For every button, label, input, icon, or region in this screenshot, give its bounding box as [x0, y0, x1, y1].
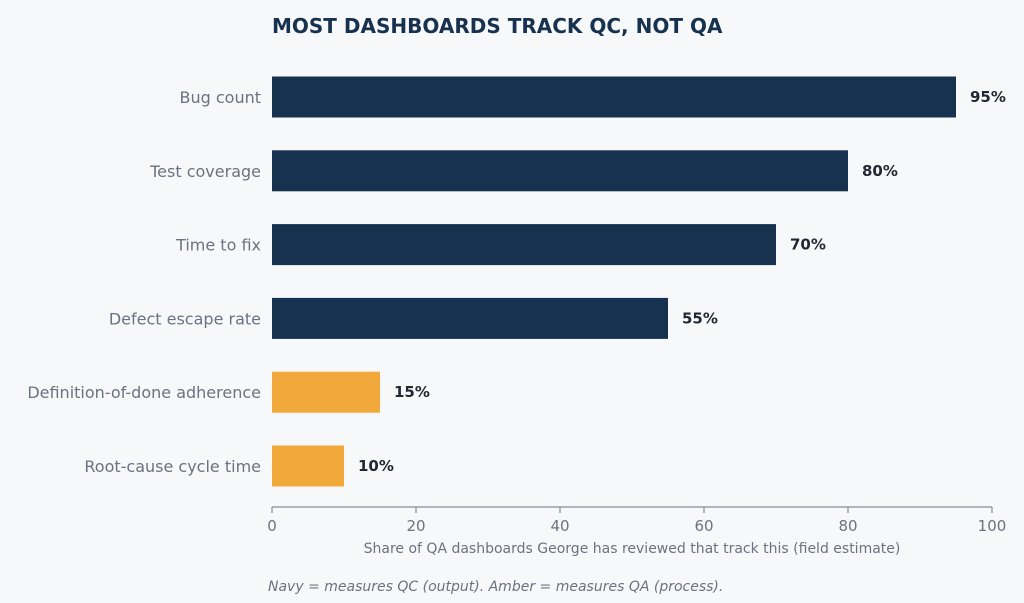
x-tick-label-80: 80: [838, 517, 857, 535]
data-labels: 95% 80% 70% 55% 15% 10%: [358, 88, 1006, 475]
category-label-2: Test coverage: [149, 162, 261, 181]
category-label-4: Defect escape rate: [109, 309, 261, 328]
x-tick-label-40: 40: [550, 517, 569, 535]
x-tick-label-0: 0: [267, 517, 277, 535]
x-axis-label: Share of QA dashboards George has review…: [364, 541, 901, 557]
bar-6: [272, 445, 344, 487]
category-labels: Bug count Test coverage Time to fix Defect …: [27, 88, 261, 476]
category-label-1: Bug count: [180, 88, 262, 107]
bar-3: [272, 224, 776, 266]
x-tick-label-100: 100: [978, 517, 1007, 535]
category-label-6: Root-cause cycle time: [84, 457, 261, 476]
data-label-3: 70%: [790, 236, 826, 254]
data-label-5: 15%: [394, 383, 430, 401]
data-label-6: 10%: [358, 457, 394, 475]
chart-title: MOST DASHBOARDS TRACK QC, NOT QA: [272, 14, 723, 38]
category-label-3: Time to fix: [175, 236, 261, 255]
bar-1: [272, 76, 956, 118]
data-label-4: 55%: [682, 309, 718, 327]
category-label-5: Definition-of-done adherence: [27, 383, 261, 402]
data-label-1: 95%: [970, 88, 1006, 106]
data-label-2: 80%: [862, 162, 898, 180]
x-axis-ticks: 0 20 40 60 80 100: [267, 507, 1006, 535]
x-tick-label-60: 60: [694, 517, 713, 535]
bar-4: [272, 297, 668, 339]
bar-5: [272, 371, 380, 413]
footnote: Navy = measures QC (output). Amber = mea…: [268, 579, 723, 595]
bars-group: [272, 76, 956, 487]
x-tick-label-20: 20: [406, 517, 425, 535]
bar-2: [272, 150, 848, 192]
